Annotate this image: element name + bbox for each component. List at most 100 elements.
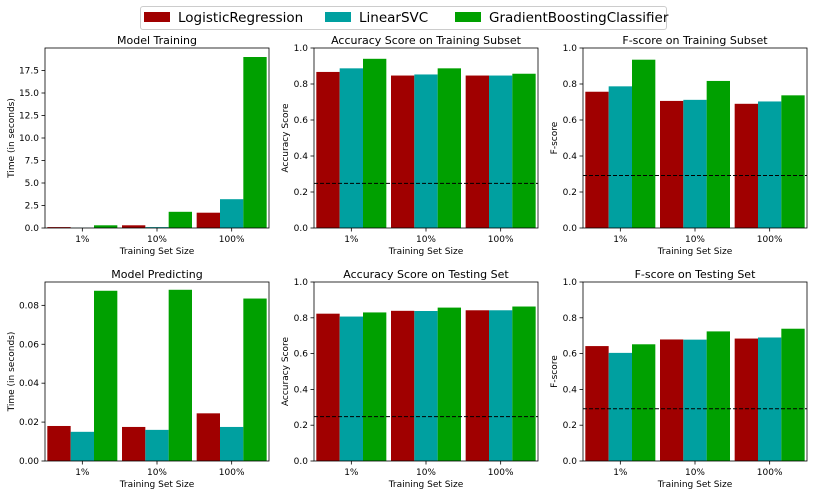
bar-logisticregression-100pct [465, 310, 489, 461]
legend-swatch-linear-svc [325, 12, 351, 22]
x-tick-label: 100% [757, 468, 783, 478]
bar-logisticregression-1pct [585, 346, 609, 461]
legend-item-gradient-boosting: GradientBoostingClassifier [455, 7, 668, 31]
y-tick-label: 0.4 [294, 152, 309, 162]
bar-logisticregression-100pct [196, 212, 220, 228]
y-tick-label: 0.4 [563, 385, 578, 395]
bar-gradientboostingclassifier-100pct [512, 73, 536, 229]
x-axis-label: Training Set Size [657, 480, 733, 490]
x-axis-label: Training Set Size [119, 480, 195, 490]
chart-panel-2: 0.0 0.2 0.4 0.6 0.8 1.0 1% 10% 100% Accuracy Scor… [281, 34, 539, 257]
x-tick-label: 1% [613, 468, 628, 478]
bar-linearsvc-100pct [489, 310, 513, 461]
y-tick-label: 0.2 [563, 421, 577, 431]
y-tick-label: 0.8 [294, 80, 309, 90]
bar-gradientboostingclassifier-1pct [632, 59, 656, 229]
bar-linearsvc-1pct [608, 86, 632, 228]
x-axis-label: Training Set Size [388, 247, 464, 257]
y-tick-label: 17.5 [19, 67, 39, 77]
y-tick-label: 0.2 [563, 188, 577, 198]
bar-logisticregression-100pct [734, 103, 758, 228]
bar-linearsvc-1pct [339, 68, 363, 228]
chart-panel-6: 0.0 0.2 0.4 0.6 0.8 1.0 1% 10% 100% F-score on Te… [550, 268, 808, 490]
bar-gradientboostingclassifier-100pct [512, 306, 536, 461]
y-tick-label: 0.4 [563, 152, 578, 162]
y-tick-label: 0.02 [19, 418, 39, 428]
bar-gradientboostingclassifier-10pct [437, 307, 461, 461]
bar-gradientboostingclassifier-10pct [168, 289, 192, 461]
y-tick-label: 0.6 [294, 116, 309, 126]
y-tick-label: 0.8 [294, 314, 309, 324]
y-tick-label: 0.0 [563, 224, 578, 234]
y-tick-label: 0.04 [19, 379, 39, 389]
y-axis-label: Accuracy Score [281, 103, 291, 173]
bar-gradientboostingclassifier-10pct [437, 68, 461, 228]
x-tick-label: 10% [685, 468, 705, 478]
bar-gradientboostingclassifier-1pct [363, 312, 387, 461]
y-tick-label: 0.4 [294, 385, 309, 395]
y-tick-label: 5.0 [25, 179, 40, 189]
bar-gradientboostingclassifier-1pct [632, 344, 656, 461]
bar-gradientboostingclassifier-1pct [94, 290, 118, 461]
bar-gradientboostingclassifier-100pct [243, 57, 267, 228]
y-axis-label: F-score [550, 121, 560, 154]
legend-item-logistic-regression: LogisticRegression [144, 7, 303, 31]
bar-linearsvc-100pct [489, 75, 513, 228]
y-axis-label: F-score [550, 355, 560, 388]
legend-label: GradientBoostingClassifier [489, 10, 669, 26]
chart-title: Accuracy Score on Training Subset [331, 34, 522, 47]
bar-linearsvc-1pct [608, 352, 632, 461]
bar-logisticregression-100pct [465, 75, 489, 228]
x-tick-label: 1% [344, 235, 359, 245]
bar-gradientboostingclassifier-100pct [243, 298, 267, 461]
x-tick-label: 10% [685, 235, 705, 245]
y-tick-label: 1.0 [563, 44, 578, 54]
bar-linearsvc-10pct [145, 429, 169, 461]
bar-logisticregression-100pct [196, 413, 220, 461]
bar-logisticregression-100pct [734, 338, 758, 461]
x-tick-label: 10% [416, 235, 436, 245]
bar-gradientboostingclassifier-10pct [706, 331, 730, 461]
chart-panel-1: 0.0 2.5 5.0 7.5 10.0 12.5 15.0 17.5 1% 10% 100% Mod… [7, 34, 270, 257]
y-tick-label: 0.6 [563, 350, 578, 360]
bar-linearsvc-10pct [145, 227, 169, 228]
legend: LogisticRegression LinearSVC GradientBoo… [140, 6, 668, 31]
y-tick-label: 0.6 [294, 350, 309, 360]
y-tick-label: 0.8 [563, 314, 578, 324]
y-tick-label: 1.0 [294, 278, 309, 288]
x-tick-label: 100% [488, 468, 514, 478]
bar-logisticregression-10pct [122, 426, 146, 461]
chart-title: F-score on Training Subset [622, 34, 768, 47]
y-tick-label: 0.2 [294, 188, 308, 198]
y-tick-label: 7.5 [25, 157, 39, 167]
bar-linearsvc-10pct [414, 74, 438, 229]
bar-gradientboostingclassifier-10pct [706, 80, 730, 228]
x-tick-label: 1% [75, 235, 90, 245]
y-tick-label: 0.06 [19, 340, 39, 350]
bar-logisticregression-1pct [316, 313, 340, 461]
chart-title: F-score on Testing Set [635, 268, 756, 281]
bar-linearsvc-1pct [70, 431, 94, 461]
x-axis-label: Training Set Size [119, 247, 195, 257]
y-tick-label: 0.2 [294, 421, 308, 431]
x-tick-label: 100% [488, 235, 514, 245]
x-tick-label: 10% [416, 468, 436, 478]
bar-linearsvc-100pct [758, 337, 782, 461]
bar-logisticregression-10pct [391, 310, 415, 461]
y-tick-label: 10.0 [19, 134, 39, 144]
bar-linearsvc-100pct [220, 199, 244, 228]
bar-logisticregression-1pct [47, 227, 71, 228]
y-tick-label: 0.0 [563, 457, 578, 467]
y-tick-label: 0.6 [563, 116, 578, 126]
bar-linearsvc-10pct [414, 311, 438, 461]
chart-title: Accuracy Score on Testing Set [343, 268, 509, 281]
legend-swatch-logistic-regression [144, 12, 170, 22]
x-tick-label: 100% [219, 468, 245, 478]
chart-title: Model Training [117, 34, 197, 47]
x-axis-label: Training Set Size [657, 247, 733, 257]
bar-logisticregression-1pct [47, 425, 71, 461]
y-tick-label: 1.0 [294, 44, 309, 54]
x-tick-label: 1% [344, 468, 359, 478]
bar-linearsvc-1pct [339, 316, 363, 461]
legend-item-linear-svc: LinearSVC [325, 7, 428, 31]
